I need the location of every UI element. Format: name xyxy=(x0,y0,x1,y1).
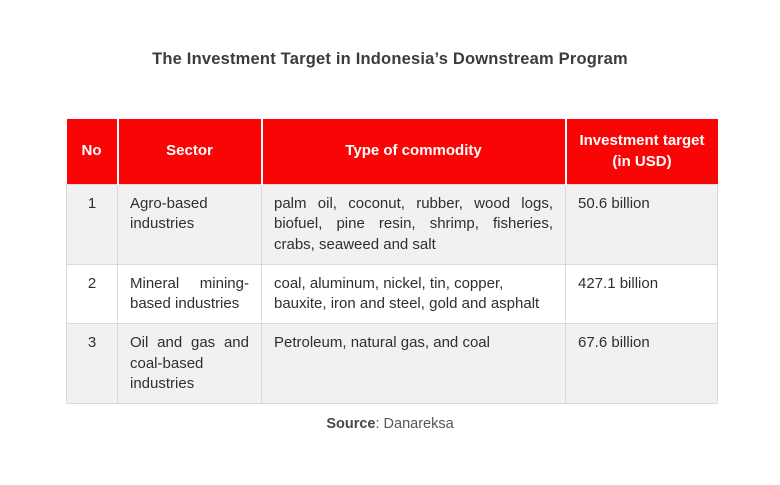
commodity-cell: palm oil, coconut, rubber, wood logs, bi… xyxy=(261,184,566,265)
table-row: 3 Oil and gas and coal-based industries … xyxy=(66,323,718,404)
sector-cell: Mineral mining-based industries xyxy=(117,263,262,325)
investment-cell: 427.1 billion xyxy=(565,263,718,325)
column-header-no: No xyxy=(66,119,118,185)
investment-cell: 50.6 billion xyxy=(565,184,718,265)
investment-target-table: No Sector Type of commodity Investment t… xyxy=(66,119,718,404)
source-note: Source: Danareksa xyxy=(0,416,780,432)
source-label: Source xyxy=(326,416,376,432)
table-header: No Sector Type of commodity Investment t… xyxy=(66,119,718,185)
row-number: 2 xyxy=(66,263,118,325)
row-number: 1 xyxy=(66,184,118,265)
table-row: 2 Mineral mining-based industries coal, … xyxy=(66,263,718,325)
table-body: 1 Agro-based industries palm oil, coconu… xyxy=(66,184,718,404)
column-header-investment: Investment target (in USD) xyxy=(564,119,718,185)
commodity-cell: coal, aluminum, nickel, tin, copper, bau… xyxy=(261,263,566,325)
source-value: : Danareksa xyxy=(375,416,454,432)
row-number: 3 xyxy=(66,323,118,404)
table-row: 1 Agro-based industries palm oil, coconu… xyxy=(66,184,718,265)
column-header-sector: Sector xyxy=(116,119,262,185)
header-row: No Sector Type of commodity Investment t… xyxy=(66,119,718,185)
column-header-commodity: Type of commodity xyxy=(260,119,566,185)
sector-cell: Oil and gas and coal-based industries xyxy=(117,323,262,404)
commodity-cell: Petroleum, natural gas, and coal xyxy=(261,323,566,404)
investment-cell: 67.6 billion xyxy=(565,323,718,404)
sector-cell: Agro-based industries xyxy=(117,184,262,265)
page-title: The Investment Target in Indonesia’s Dow… xyxy=(152,50,628,68)
